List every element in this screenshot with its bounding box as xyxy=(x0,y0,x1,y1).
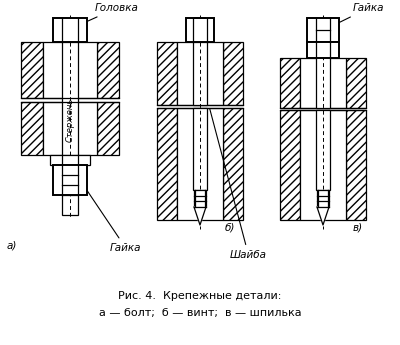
Bar xyxy=(193,42,207,105)
Bar xyxy=(346,58,366,108)
Bar xyxy=(97,42,119,98)
Bar xyxy=(21,102,43,155)
Bar xyxy=(157,42,177,105)
Text: в): в) xyxy=(353,223,363,233)
Text: Гайка: Гайка xyxy=(82,182,142,253)
Bar xyxy=(186,18,214,42)
Bar xyxy=(300,110,346,220)
Bar xyxy=(317,190,329,207)
Bar xyxy=(53,165,87,195)
Bar xyxy=(43,42,97,98)
Bar xyxy=(157,108,177,220)
Text: а — болт;  б — винт;  в — шпилька: а — болт; б — винт; в — шпилька xyxy=(99,308,301,318)
Text: Стержень: Стержень xyxy=(66,98,74,142)
Bar xyxy=(43,102,97,155)
Bar xyxy=(346,110,366,220)
Text: Головка: Головка xyxy=(70,3,139,29)
Bar xyxy=(177,42,223,105)
Bar xyxy=(280,110,300,220)
Text: Шайба: Шайба xyxy=(210,109,267,260)
Bar xyxy=(316,110,330,190)
Bar xyxy=(193,108,207,190)
Bar xyxy=(53,18,87,42)
Bar xyxy=(300,58,346,108)
Bar xyxy=(223,108,243,220)
Bar xyxy=(177,108,223,220)
Bar xyxy=(50,155,90,165)
Bar xyxy=(316,42,330,108)
Bar xyxy=(223,42,243,105)
Bar xyxy=(307,18,339,42)
Text: Рис. 4.  Крепежные детали:: Рис. 4. Крепежные детали: xyxy=(118,291,282,301)
Bar xyxy=(62,195,78,215)
Bar xyxy=(307,42,339,58)
Bar xyxy=(280,58,300,108)
Bar xyxy=(62,42,78,155)
Bar xyxy=(97,102,119,155)
Text: а): а) xyxy=(7,240,17,250)
Bar xyxy=(21,42,43,98)
Polygon shape xyxy=(317,207,329,225)
Text: б): б) xyxy=(225,223,235,233)
Bar xyxy=(194,190,206,207)
Polygon shape xyxy=(194,207,206,225)
Text: Гайка: Гайка xyxy=(330,3,384,27)
